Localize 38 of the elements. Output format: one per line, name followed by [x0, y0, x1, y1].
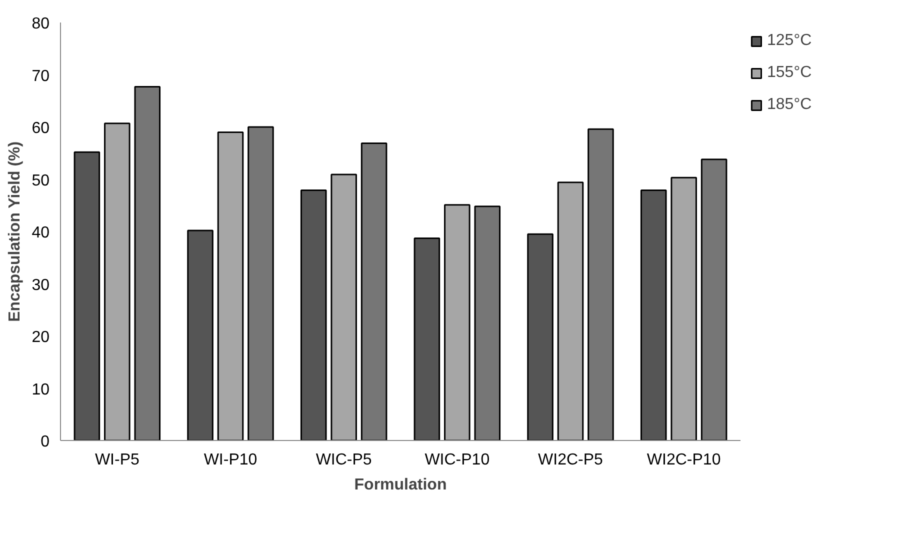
x-tick-label: WI-P5 — [94, 452, 140, 468]
y-tick-label: 80 — [32, 16, 50, 32]
x-tick-label: WI2C-P5 — [538, 452, 604, 468]
bar — [700, 158, 728, 440]
bar — [134, 86, 161, 440]
y-tick-label: 70 — [32, 68, 50, 85]
bar — [187, 230, 214, 440]
bar — [360, 142, 388, 440]
bar — [217, 131, 244, 440]
y-tick-label: 10 — [32, 381, 50, 398]
bar — [444, 204, 470, 440]
bar — [474, 206, 501, 440]
legend-label: 155°C — [767, 64, 812, 82]
bar — [104, 122, 130, 440]
bar — [588, 128, 614, 440]
y-axis-title: Encapsulation Yield (%) — [6, 141, 24, 322]
bar — [414, 238, 440, 440]
bar — [300, 189, 327, 440]
legend-label: 125°C — [767, 32, 812, 50]
bar — [670, 176, 697, 440]
legend-label: 185°C — [767, 96, 812, 114]
bar — [330, 174, 357, 440]
y-tick-label: 40 — [32, 224, 50, 242]
x-tick-label: WI-P10 — [204, 452, 258, 468]
bar — [557, 182, 584, 440]
bar — [74, 151, 100, 440]
y-tick-label: 50 — [32, 172, 50, 190]
bar — [248, 126, 274, 440]
y-tick-label: 60 — [32, 120, 50, 137]
x-tick-label: WIC-P10 — [424, 452, 490, 468]
y-tick-label: 0 — [40, 434, 50, 450]
x-tick-label: WI2C-P10 — [646, 452, 721, 468]
y-tick-label: 20 — [32, 329, 50, 346]
y-tick-label: 30 — [32, 276, 50, 294]
x-tick-label: WIC-P5 — [316, 452, 372, 468]
bar — [527, 233, 554, 440]
x-axis-title: Formulation — [354, 476, 447, 494]
bar — [640, 189, 667, 440]
